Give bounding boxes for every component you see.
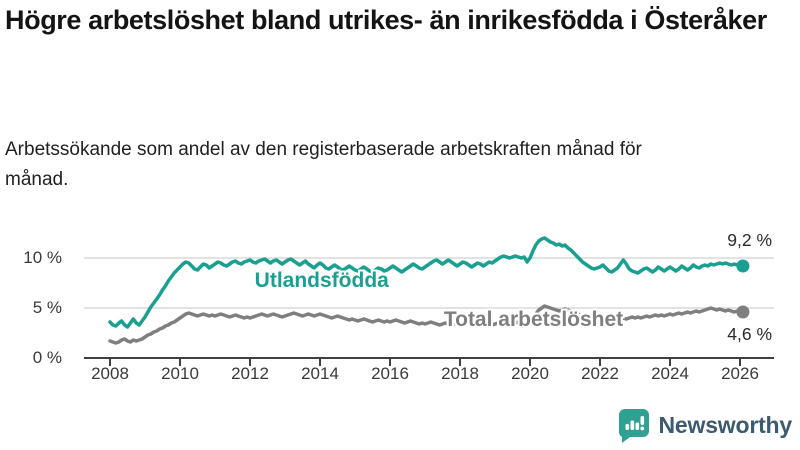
end-value-label: 9,2 % [727,230,772,250]
x-tick-label: 2022 [581,364,619,383]
x-tick-label: 2014 [301,364,339,383]
x-tick-label: 2024 [651,364,689,383]
y-tick-label: 10 % [23,248,62,267]
newsworthy-branding: Newsworthy [617,407,792,443]
series-end-dot [736,305,750,319]
series-line-total-arbetsl-shet [108,304,745,345]
x-tick-label: 2012 [231,364,269,383]
series-label: Total arbetslöshet [443,307,624,331]
x-tick-label: 2018 [441,364,479,383]
newsworthy-logo-icon [618,409,649,443]
series-end-dot [736,259,750,273]
chart-subtitle: Arbetssökande som andel av den registerb… [5,139,642,190]
brand-name: Newsworthy [658,411,793,438]
y-tick-label: 0 % [32,348,62,367]
x-tick-label: 2010 [161,364,199,383]
y-tick-label: 5 % [32,298,62,317]
x-tick-label: 2008 [91,364,129,383]
series-label: Utlandsfödda [254,269,389,292]
x-tick-label: 2016 [371,364,409,383]
page-title: Högre arbetslöshet bland utrikes- än inr… [5,5,767,35]
end-value-label: 4,6 % [727,324,772,344]
series-line-utlandsf-dda [108,236,745,329]
x-tick-label: 2020 [511,364,549,383]
x-tick-label: 2026 [721,364,759,383]
